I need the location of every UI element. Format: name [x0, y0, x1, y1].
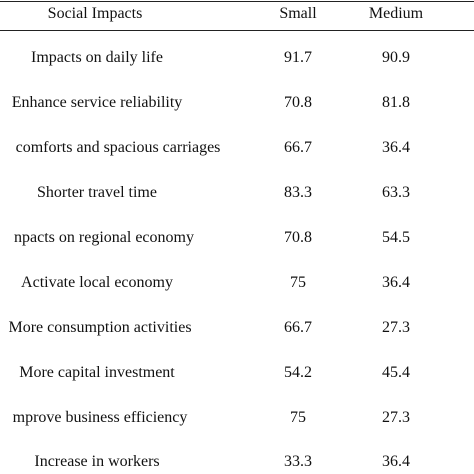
table-header-rule: [0, 30, 474, 31]
row-1-label: Impacts on daily life: [31, 49, 163, 66]
header-small: Small: [279, 5, 317, 22]
row-3-small: 66.7: [284, 139, 312, 156]
row-4-label: Shorter travel time: [37, 184, 157, 201]
row-6-small: 75: [290, 274, 306, 291]
row-10-medium: 36.4: [382, 453, 410, 470]
row-2-label: Enhance service reliability: [11, 94, 183, 111]
row-9-label: mprove business efficiency: [12, 409, 188, 426]
row-6-label: Activate local economy: [21, 274, 173, 291]
row-8-small: 54.2: [284, 364, 312, 381]
row-7-medium: 27.3: [382, 319, 410, 336]
row-10-label: Increase in workers: [34, 453, 160, 470]
header-social-impacts: Social Impacts: [47, 5, 143, 22]
row-3-label: comforts and spacious carriages: [15, 139, 221, 156]
row-8-medium: 45.4: [382, 364, 410, 381]
row-1-medium: 90.9: [382, 49, 410, 66]
table-top-rule: [0, 1, 474, 2]
row-10-small: 33.3: [284, 453, 312, 470]
row-8-label: More capital investment: [19, 364, 175, 381]
row-2-small: 70.8: [284, 94, 312, 111]
row-1-small: 91.7: [284, 49, 312, 66]
row-9-small: 75: [290, 409, 306, 426]
row-3-medium: 36.4: [382, 139, 410, 156]
header-medium: Medium: [368, 5, 424, 22]
row-7-label: More consumption activities: [8, 319, 192, 336]
row-4-small: 83.3: [284, 184, 312, 201]
row-4-medium: 63.3: [382, 184, 410, 201]
row-7-small: 66.7: [284, 319, 312, 336]
row-9-medium: 27.3: [382, 409, 410, 426]
row-2-medium: 81.8: [382, 94, 410, 111]
row-5-small: 70.8: [284, 229, 312, 246]
row-5-label: npacts on regional economy: [14, 229, 194, 246]
row-6-medium: 36.4: [382, 274, 410, 291]
row-5-medium: 54.5: [382, 229, 410, 246]
